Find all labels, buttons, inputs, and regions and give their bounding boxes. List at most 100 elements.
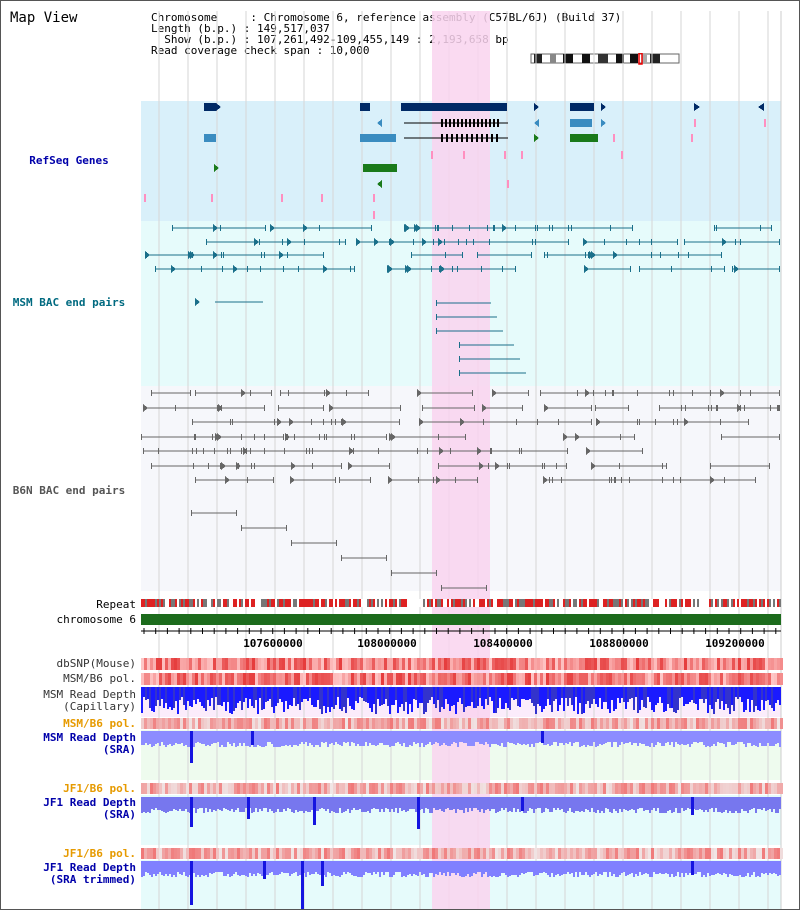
msm-depth-cap-bar [441, 687, 443, 707]
msm-depth-cap-bar [209, 687, 211, 706]
jf1-b6-pol-label-2[interactable]: JF1/B6 pol. [63, 847, 136, 860]
jf1-depth-sra-bar [485, 806, 487, 810]
msm-depth-cap-bar [567, 687, 569, 706]
msm-pol-cell-2 [189, 718, 192, 729]
jf1-depth-sra-bar [607, 806, 609, 809]
jf1-pol-cell-2 [444, 848, 447, 859]
jf1-depth-trim-bar [453, 870, 455, 873]
exon [485, 119, 487, 127]
msm-depth-sra-label[interactable]: MSM Read Depth (SRA) [43, 731, 136, 756]
jf1-depth-sra-bar [211, 806, 213, 812]
msm-depth-cap-bar [377, 687, 379, 699]
msm-depth-sra-bar [285, 740, 287, 745]
msm-depth-capillary-label[interactable]: MSM Read Depth (Capillary) [43, 688, 136, 713]
msm-depth-sra-bar [365, 740, 367, 742]
repeat-segment [661, 599, 663, 607]
msm-pol-cell-2 [465, 718, 468, 729]
jf1-pol-cell [351, 783, 354, 794]
msm-b6-pol-label[interactable]: MSM/B6 pol. [63, 672, 136, 685]
jf1-pol-cell [300, 783, 303, 794]
jf1-depth-trim-label[interactable]: JF1 Read Depth (SRA trimmed) [43, 861, 136, 886]
msm-depth-sra-bar [213, 740, 215, 743]
jf1-pol-cell [222, 783, 225, 794]
refseq-label[interactable]: RefSeq Genes [29, 154, 109, 167]
repeat-segment [519, 599, 521, 607]
repeat-segment [225, 599, 227, 607]
chromosome-ideogram[interactable] [530, 53, 682, 65]
dbsnp-cell [480, 658, 483, 670]
msm-pol-cell [723, 673, 726, 685]
msm-depth-cap-bar [779, 687, 781, 705]
msm-pol-cell-2 [582, 718, 585, 729]
snp-mark [373, 194, 375, 202]
msm-depth-cap-bar [245, 687, 247, 698]
jf1-pol-cell [435, 783, 438, 794]
jf1-depth-trim-bar [769, 870, 771, 873]
msm-pol-cell-2 [483, 718, 486, 729]
jf1-pol-cell [501, 783, 504, 794]
msm-depth-cap-bar [677, 687, 679, 710]
repeat-segment [777, 599, 779, 607]
jf1-depth-sra-bar [757, 806, 759, 809]
msm-pol-cell [594, 673, 597, 685]
jf1-depth-sra-bar [541, 806, 543, 813]
msm-depth-cap-bar [289, 687, 291, 705]
jf1-depth-sra-label[interactable]: JF1 Read Depth (SRA) [43, 796, 136, 821]
dbsnp-cell [636, 658, 639, 670]
jf1-depth-sra-bar [721, 806, 723, 813]
msm-pol-cell-2 [702, 718, 705, 729]
msm-depth-cap-bar [493, 687, 495, 713]
jf1-b6-pol-label[interactable]: JF1/B6 pol. [63, 782, 136, 795]
jf1-pol-cell [273, 783, 276, 794]
repeat-segment [177, 599, 179, 607]
repeat-segment [567, 599, 569, 607]
msm-depth-sra-bar [693, 740, 695, 742]
dbsnp-cell [633, 658, 636, 670]
msm-depth-sra-bar [523, 740, 525, 744]
dbsnp-label[interactable]: dbSNP(Mouse) [56, 657, 136, 670]
jf1-pol-cell [420, 783, 423, 794]
repeat-segment [507, 599, 509, 607]
msm-depth-cap-bar [733, 687, 735, 711]
jf1-pol-cell-2 [684, 848, 687, 859]
msm-pol-cell [315, 673, 318, 685]
jf1-depth-trim-bar [549, 870, 551, 877]
dbsnp-cell [585, 658, 588, 670]
msm-depth-sra-bar [361, 740, 363, 746]
jf1-depth-trim-bar [777, 870, 779, 876]
msm-depth-sra-bar [667, 740, 669, 742]
msm-bac-label[interactable]: MSM BAC end pairs [12, 296, 126, 309]
b6n-bac-label[interactable]: B6N BAC end pairs [12, 484, 126, 497]
msm-pol-cell [600, 673, 603, 685]
msm-depth-cap-bar [761, 687, 763, 700]
jf1-depth-sra-bar [429, 806, 431, 813]
jf1-depth-sra-bar [647, 806, 649, 810]
msm-depth-sra-bar [383, 740, 385, 745]
dbsnp-cell [684, 658, 687, 670]
repeat-segment [341, 599, 343, 607]
msm-depth-sra-bar [745, 740, 747, 747]
jf1-pol-cell [579, 783, 582, 794]
repeat-segment [505, 599, 507, 607]
msm-pol-cell [552, 673, 555, 685]
msm-depth-cap-bar [609, 687, 611, 713]
msm-b6-pol-label-2[interactable]: MSM/B6 pol. [63, 717, 136, 730]
repeat-segment [541, 599, 543, 607]
jf1-depth-trim-bar [677, 870, 679, 872]
msm-depth-sra-bar [607, 740, 609, 742]
repeat-segment [397, 599, 399, 607]
jf1-depth-sra-bar [477, 806, 479, 810]
jf1-depth-trim-bar [587, 870, 589, 875]
msm-depth-sra-bar [393, 740, 395, 746]
msm-pol-cell-2 [468, 718, 471, 729]
jf1-depth-trim-bar [585, 870, 587, 872]
msm-depth-cap-bar [319, 687, 321, 709]
b6n-bac-pair-end [422, 405, 423, 411]
msm-pol-cell [459, 673, 462, 685]
jf1-depth-trim-bar [231, 870, 233, 876]
jf1-depth-sra-bar [703, 806, 705, 812]
jf1-pol-cell [699, 783, 702, 794]
repeat-segment [739, 599, 741, 607]
msm-depth-cap-bar [501, 687, 503, 709]
